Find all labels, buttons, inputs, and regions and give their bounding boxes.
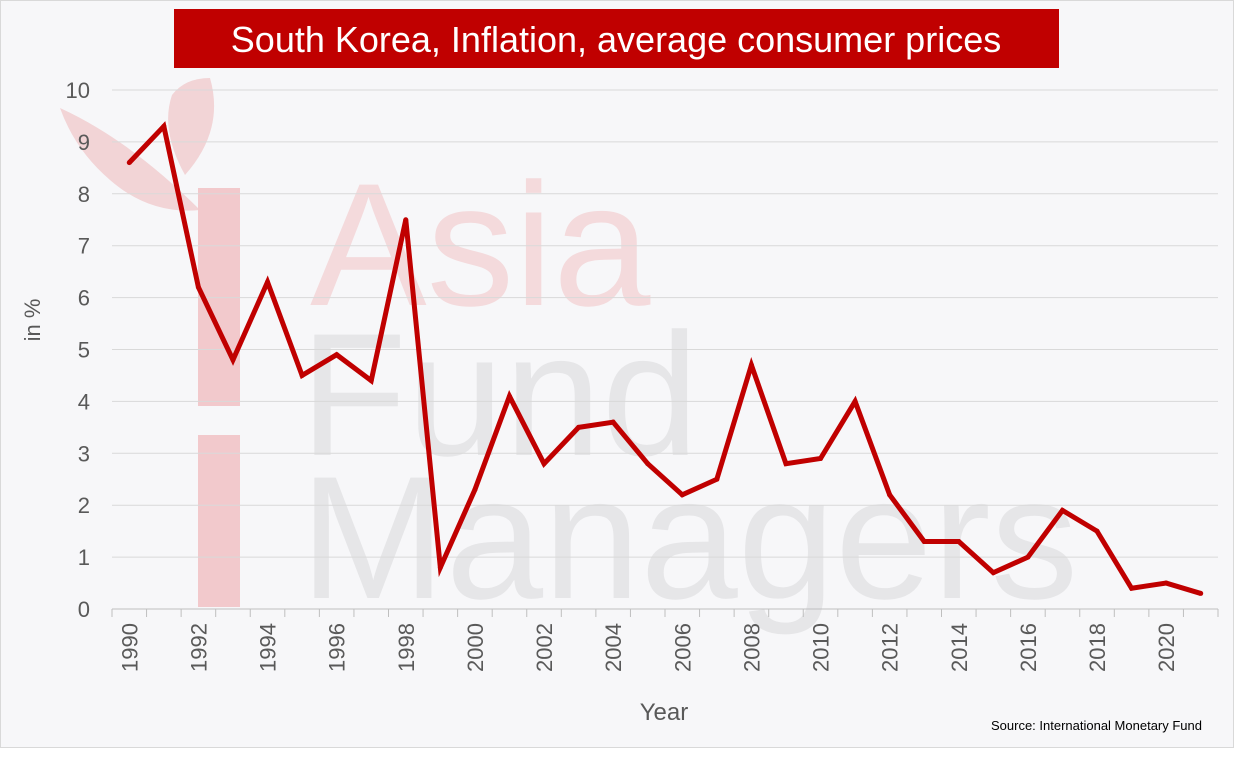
data-point xyxy=(610,419,616,425)
x-tick-label: 1990 xyxy=(117,623,142,672)
x-axis-ticks: 1990 1992 1994 1996 1998 2000 2002 2004 2006 2008… xyxy=(111,609,1219,672)
watermark-word-managers: Managers xyxy=(300,441,1078,636)
x-tick-label: 1996 xyxy=(325,623,350,672)
data-point xyxy=(161,123,167,129)
y-axis-label: in % xyxy=(20,299,45,342)
data-point xyxy=(126,160,132,166)
y-tick-label: 2 xyxy=(78,493,90,518)
y-tick-label: 1 xyxy=(78,545,90,570)
data-point xyxy=(506,393,512,399)
y-axis-ticks: 0 1 2 3 4 5 6 7 8 9 10 xyxy=(66,78,90,622)
data-point xyxy=(1198,590,1204,596)
x-tick-label: 2018 xyxy=(1085,623,1110,672)
x-tick-label: 2020 xyxy=(1154,623,1179,672)
data-point xyxy=(887,492,893,498)
y-tick-label: 3 xyxy=(78,441,90,466)
data-point xyxy=(403,217,409,223)
data-point xyxy=(1163,580,1169,586)
data-point xyxy=(299,372,305,378)
data-point xyxy=(472,487,478,493)
y-tick-label: 4 xyxy=(78,389,90,414)
data-point xyxy=(1129,585,1135,591)
series-line xyxy=(127,121,1202,596)
data-point xyxy=(541,461,547,467)
x-tick-label: 2004 xyxy=(601,623,626,672)
data-point xyxy=(368,378,374,384)
data-point xyxy=(956,539,962,545)
watermark-word-fund: Fund xyxy=(300,298,699,493)
data-point xyxy=(1059,507,1065,513)
data-point xyxy=(334,352,340,358)
data-point xyxy=(645,461,651,467)
y-tick-label: 6 xyxy=(78,286,90,311)
y-tick-label: 9 xyxy=(78,130,90,155)
data-point xyxy=(714,476,720,482)
y-tick-label: 8 xyxy=(78,182,90,207)
data-point xyxy=(230,357,236,363)
data-point xyxy=(195,284,201,290)
data-point xyxy=(990,570,996,576)
data-point xyxy=(818,455,824,461)
data-point xyxy=(852,398,858,404)
data-point xyxy=(1025,554,1031,560)
x-tick-label: 1998 xyxy=(394,623,419,672)
data-point xyxy=(748,362,754,368)
data-point xyxy=(921,539,927,545)
data-point xyxy=(576,424,582,430)
series xyxy=(126,121,1204,596)
title-banner xyxy=(174,9,1059,68)
x-tick-label: 2016 xyxy=(1016,623,1041,672)
x-tick-label: 2008 xyxy=(739,623,764,672)
x-tick-label: 2006 xyxy=(670,623,695,672)
source-note: Source: International Monetary Fund xyxy=(991,718,1202,733)
x-tick-label: 2000 xyxy=(463,623,488,672)
y-tick-label: 7 xyxy=(78,234,90,259)
data-point xyxy=(679,492,685,498)
x-tick-label: 2002 xyxy=(532,623,557,672)
x-tick-label: 1992 xyxy=(186,623,211,672)
gridlines xyxy=(112,89,1218,558)
chart-title: South Korea, Inflation, average consumer… xyxy=(231,19,1001,60)
x-tick-label: 2010 xyxy=(809,623,834,672)
x-tick-label: 1994 xyxy=(256,623,281,672)
y-tick-label: 0 xyxy=(78,597,90,622)
x-axis-label: Year xyxy=(640,699,689,726)
data-point xyxy=(437,564,443,570)
y-tick-label: 10 xyxy=(66,78,90,103)
y-tick-label: 5 xyxy=(78,338,90,363)
data-point xyxy=(1094,528,1100,534)
watermark-logo: Asia Fund Managers xyxy=(60,78,1078,636)
data-point xyxy=(783,461,789,467)
x-tick-label: 2012 xyxy=(878,623,903,672)
data-point xyxy=(265,279,271,285)
x-tick-label: 2014 xyxy=(947,623,972,672)
